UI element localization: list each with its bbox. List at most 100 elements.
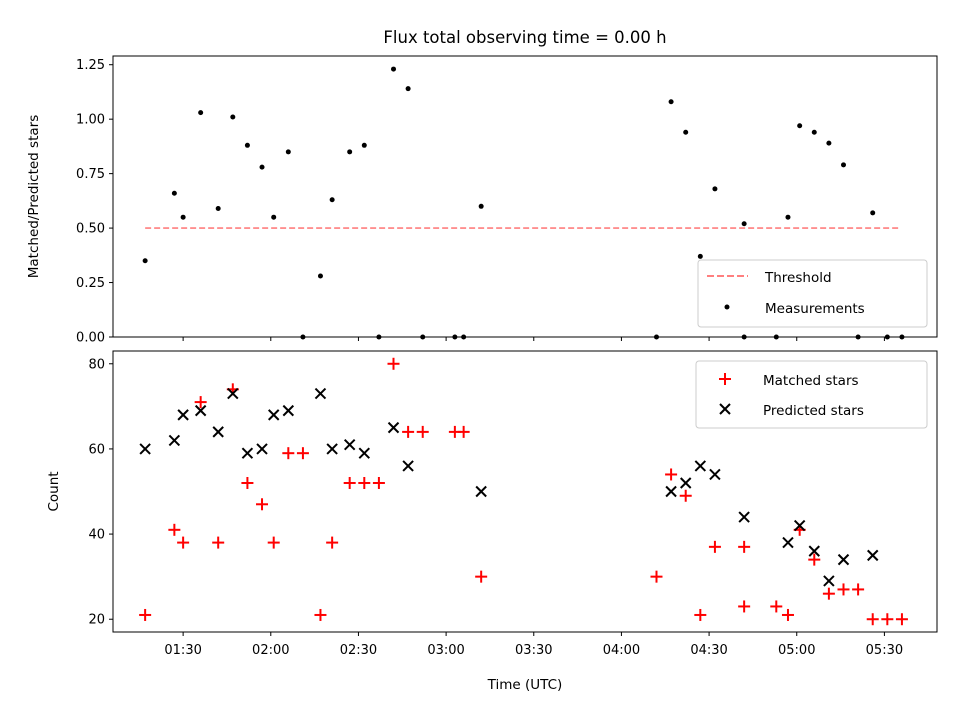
matched-point	[256, 498, 269, 511]
matched-point	[822, 587, 835, 600]
matched-point	[650, 570, 663, 583]
y-tick-label: 1.00	[76, 113, 105, 128]
legend-predicted-label: Predicted stars	[763, 403, 864, 419]
matched-point	[416, 425, 429, 438]
top-legend-box	[697, 259, 928, 328]
measurement-point	[215, 205, 221, 211]
measurement-point	[230, 114, 236, 120]
matched-point	[708, 540, 721, 553]
matched-point	[781, 608, 794, 621]
matched-point	[212, 536, 225, 549]
predicted-point	[326, 443, 338, 455]
matched-point	[738, 540, 751, 553]
measurement-point	[391, 66, 397, 72]
measurement-point	[811, 129, 817, 135]
matched-point	[177, 536, 190, 549]
bottom-legend: Matched stars Predicted stars	[695, 360, 928, 429]
matched-point	[457, 425, 470, 438]
predicted-point	[212, 426, 224, 438]
predicted-point	[709, 468, 721, 481]
x-axis-label: Time (UTC)	[487, 677, 563, 693]
matched-point	[241, 476, 254, 489]
x-tick-label: 02:30	[340, 643, 377, 658]
bottom-y-ticks: 20 40 60 80	[88, 357, 113, 628]
measurement-point	[361, 142, 367, 148]
y-tick-label: 20	[88, 613, 105, 628]
measurement-point	[712, 186, 718, 192]
matched-point	[895, 613, 908, 626]
matched-point	[852, 583, 865, 596]
measurement-point	[741, 221, 747, 227]
predicted-point	[387, 421, 400, 434]
predicted-point	[282, 404, 295, 417]
matched-point	[387, 357, 400, 370]
measurement-point	[697, 253, 703, 259]
top-x-ticks	[182, 337, 885, 341]
matched-point	[837, 583, 850, 596]
top-y-ticks: 0.00 0.25 0.50 0.75 1.00 1.25	[76, 58, 113, 346]
top-panel: Flux total observing time = 0.00 h 0.000…	[26, 28, 938, 346]
matched-point	[267, 536, 280, 549]
matched-point	[738, 600, 751, 613]
measurement-point	[171, 190, 177, 196]
matched-point	[296, 447, 309, 460]
bottom-legend-box	[695, 360, 928, 429]
predicted-point	[227, 387, 239, 400]
predicted-point	[314, 387, 327, 400]
measurement-point	[329, 197, 335, 203]
measurement-point	[259, 164, 265, 170]
top-y-axis-label: Matched/Predicted stars	[26, 115, 42, 278]
measurement-point	[478, 203, 484, 209]
predicted-point	[867, 549, 879, 562]
predicted-point	[475, 485, 487, 498]
matched-point	[282, 447, 295, 460]
x-tick-label: 03:00	[427, 643, 464, 658]
predicted-point	[241, 447, 254, 459]
matched-point	[372, 476, 385, 489]
y-tick-label: 80	[88, 357, 105, 372]
measurement-point	[668, 99, 674, 105]
chart-title: Flux total observing time = 0.00 h	[383, 28, 666, 47]
matched-point	[358, 476, 371, 489]
predicted-point	[194, 404, 207, 417]
matched-point	[402, 425, 415, 438]
predicted-point	[665, 485, 677, 498]
measurement-point	[840, 162, 846, 168]
predicted-point	[823, 575, 835, 587]
bottom-x-ticks: 01:30 02:00 02:30 03:00 03:30 04:00 04:30 05:00…	[164, 632, 903, 658]
x-tick-label: 05:30	[866, 643, 903, 658]
top-legend: Threshold Measurements	[697, 259, 928, 328]
x-tick-label: 04:00	[603, 643, 640, 658]
predicted-point	[256, 443, 268, 455]
predicted-point	[402, 460, 414, 472]
bottom-plot-area	[139, 357, 908, 626]
measurement-point	[870, 210, 876, 216]
predicted-point	[139, 443, 151, 455]
measurement-point	[785, 214, 791, 220]
matched-point	[194, 396, 207, 409]
matched-point	[475, 570, 488, 583]
matched-point	[694, 608, 707, 621]
predicted-legend-marker	[719, 403, 731, 415]
legend-matched-label: Matched stars	[763, 373, 859, 389]
predicted-point	[808, 545, 820, 557]
bottom-axes-frame	[112, 350, 938, 633]
measurement-point	[347, 149, 353, 155]
measurement-point	[198, 110, 204, 116]
matched-point	[808, 553, 821, 566]
measurement-point	[405, 86, 411, 92]
predicted-point	[694, 460, 707, 472]
y-tick-label: 0.25	[76, 276, 105, 291]
x-tick-label: 05:00	[778, 643, 815, 658]
measurement-point	[683, 129, 689, 135]
matched-point	[343, 476, 356, 489]
y-tick-label: 1.25	[76, 58, 105, 73]
x-tick-label: 01:30	[164, 643, 201, 658]
y-tick-label: 40	[88, 528, 105, 543]
measurement-point	[285, 149, 291, 155]
x-tick-label: 04:30	[690, 643, 727, 658]
predicted-point	[782, 536, 794, 549]
